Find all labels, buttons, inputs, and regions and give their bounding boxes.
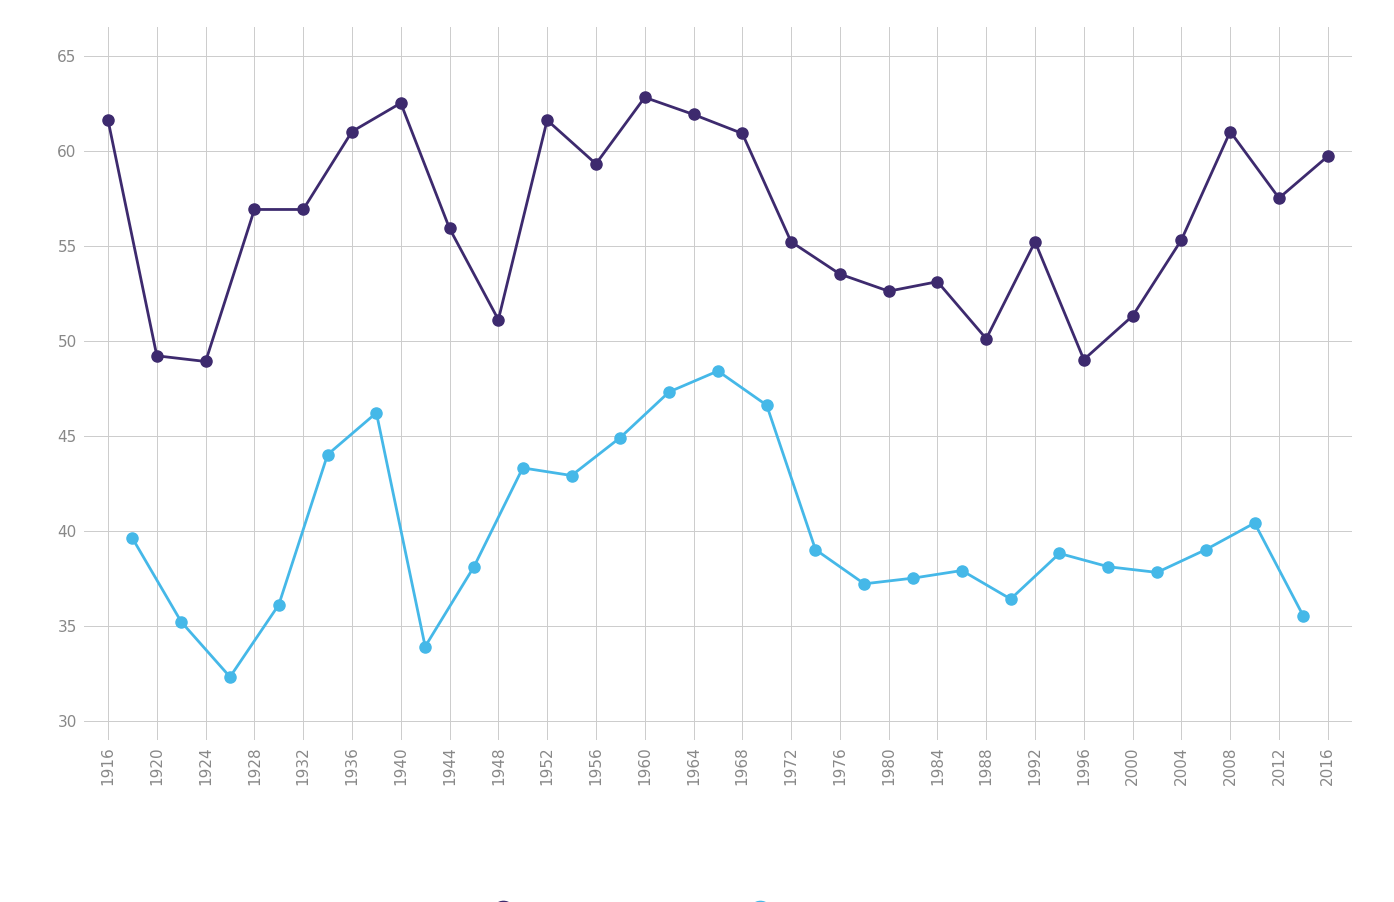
Midterm elections [1295, 611, 1312, 621]
Midterm elections [1197, 544, 1214, 555]
Presidential elections [588, 159, 605, 170]
Presidential elections [392, 97, 408, 108]
Presidential elections [149, 350, 166, 361]
Midterm elections [368, 408, 385, 419]
Midterm elections [466, 561, 482, 572]
Presidential elections [99, 115, 116, 125]
Midterm elections [661, 386, 677, 397]
Midterm elections [563, 470, 580, 481]
Presidential elections [1124, 310, 1140, 321]
Midterm elections [319, 449, 336, 460]
Midterm elections [1100, 561, 1117, 572]
Presidential elections [197, 356, 213, 367]
Presidential elections [539, 115, 556, 125]
Midterm elections [417, 641, 434, 652]
Midterm elections [173, 616, 190, 627]
Presidential elections [1270, 193, 1287, 204]
Presidential elections [735, 128, 751, 139]
Presidential elections [1174, 235, 1190, 245]
Midterm elections [222, 671, 238, 682]
Presidential elections [880, 286, 896, 297]
Midterm elections [758, 400, 775, 410]
Line: Midterm elections: Midterm elections [127, 365, 1309, 683]
Midterm elections [270, 599, 287, 610]
Presidential elections [489, 314, 506, 325]
Presidential elections [684, 109, 701, 120]
Midterm elections [856, 578, 873, 589]
Line: Presidential elections: Presidential elections [103, 92, 1333, 367]
Presidential elections [1075, 354, 1092, 365]
Midterm elections [905, 573, 921, 584]
Presidential elections [1026, 236, 1043, 247]
Midterm elections [1002, 594, 1019, 604]
Presidential elections [831, 269, 848, 280]
Presidential elections [783, 236, 800, 247]
Presidential elections [636, 92, 652, 103]
Presidential elections [245, 204, 262, 215]
Midterm elections [1246, 518, 1263, 529]
Midterm elections [710, 365, 726, 376]
Midterm elections [612, 432, 629, 443]
Midterm elections [953, 566, 970, 576]
Presidential elections [441, 223, 457, 234]
Presidential elections [930, 276, 947, 287]
Midterm elections [1051, 548, 1068, 559]
Legend: Presidential elections, Midterm elections: Presidential elections, Midterm election… [487, 897, 949, 902]
Presidential elections [1221, 126, 1238, 137]
Presidential elections [1319, 151, 1335, 161]
Midterm elections [124, 533, 141, 544]
Midterm elections [514, 463, 531, 474]
Midterm elections [1149, 567, 1165, 578]
Presidential elections [294, 204, 311, 215]
Midterm elections [807, 544, 824, 555]
Presidential elections [979, 333, 995, 344]
Presidential elections [344, 126, 361, 137]
